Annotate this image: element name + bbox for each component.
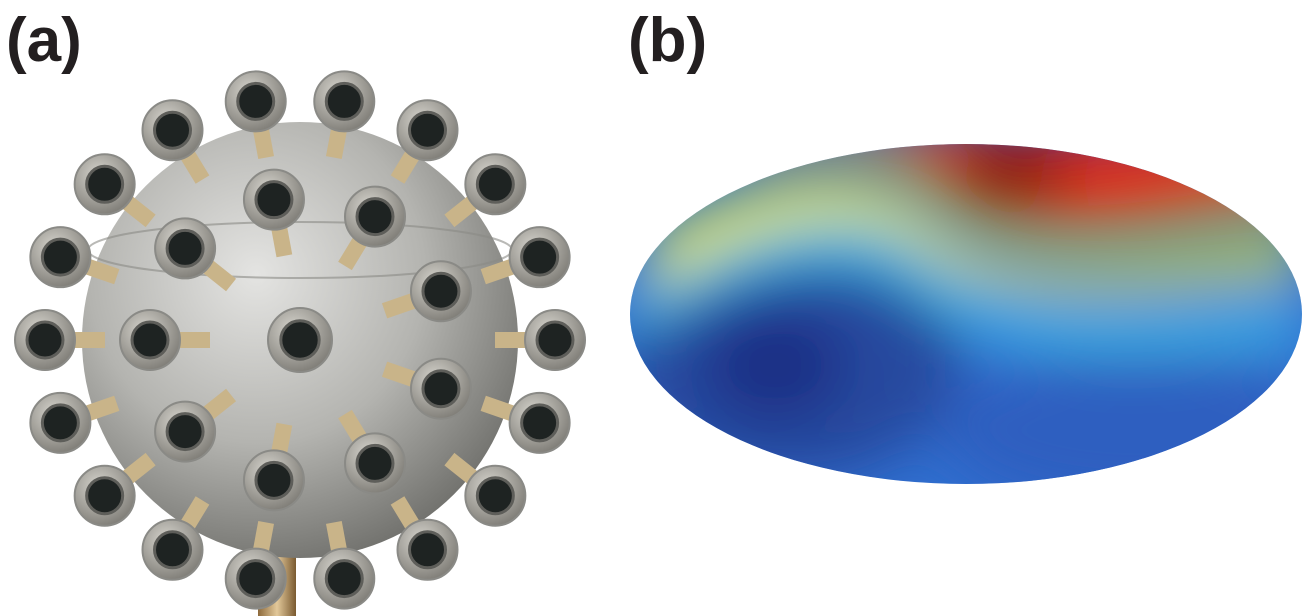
capsule-face	[324, 559, 364, 599]
capsule-face	[520, 237, 560, 277]
capsule-face	[355, 443, 395, 483]
capsule-face	[475, 476, 515, 516]
capsule-face	[475, 164, 515, 204]
capsule-face	[421, 369, 461, 409]
capsule-face	[279, 319, 321, 361]
capsule-group	[14, 70, 586, 610]
capsule-face	[324, 81, 364, 121]
capsule-face	[130, 320, 170, 360]
microphone-array-illustration	[14, 70, 586, 616]
capsule-face	[85, 164, 125, 204]
capsule-face	[408, 110, 447, 150]
panel-a-label: (a)	[6, 6, 82, 75]
capsule-face	[153, 530, 192, 570]
capsule-face	[165, 228, 205, 268]
panel-b-label: (b)	[628, 6, 708, 75]
capsule-face	[153, 110, 192, 150]
sphere-map-projection	[620, 0, 1302, 616]
capsule-face	[40, 237, 80, 277]
capsule-face	[254, 460, 294, 500]
capsule-face	[520, 403, 560, 443]
capsule-face	[236, 559, 276, 599]
microphone-array-photo	[0, 0, 620, 616]
capsule-face	[421, 271, 461, 311]
capsule-face	[236, 81, 276, 121]
capsule-face	[25, 320, 65, 360]
capsule-face	[40, 403, 80, 443]
capsule-face	[355, 197, 395, 237]
capsule-face	[85, 476, 125, 516]
capsule-face	[165, 412, 205, 452]
capsule-face	[254, 180, 294, 220]
capsule-face	[535, 320, 575, 360]
capsule-face	[408, 530, 447, 570]
mollweide-map	[630, 144, 1302, 484]
